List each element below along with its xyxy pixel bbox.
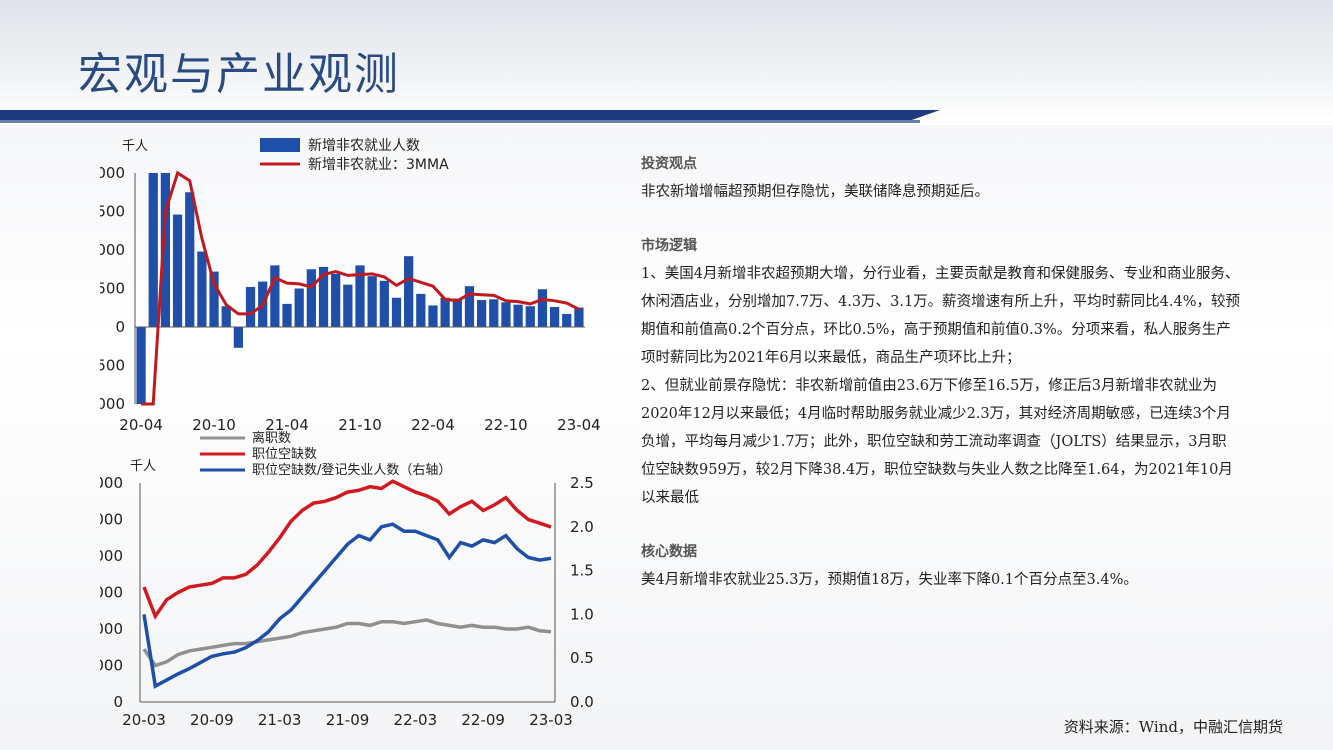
bar [367, 276, 377, 327]
view-text: 非农新增增幅超预期但存隐忧，美联储降息预期延后。 [641, 184, 989, 200]
bar [136, 327, 146, 404]
y-tick-label: 2000 [100, 164, 125, 182]
y-tick-label: 0 [115, 318, 125, 336]
bar [428, 305, 438, 327]
y2-tick-label: 0.5 [570, 649, 594, 667]
x-tick-label: 21-03 [258, 711, 302, 729]
bar [452, 298, 462, 327]
bar [197, 251, 207, 327]
x-tick-label: 21-10 [338, 416, 382, 434]
bar [537, 289, 548, 327]
section-heading-core-data: 核心数据 [641, 544, 697, 560]
bar [513, 304, 523, 327]
y-unit-label: 千人 [130, 459, 156, 474]
bar [221, 306, 231, 327]
legend-ratio-label: 职位空缺数/登记失业人数（右轴） [252, 463, 451, 478]
bar [306, 269, 316, 327]
x-tick-label: 22-04 [411, 416, 455, 434]
y-tick-label: 500 [100, 280, 125, 298]
y-tick-label: 0 [113, 693, 123, 711]
y2-tick-label: 2.0 [570, 518, 594, 536]
bar [185, 192, 195, 327]
y-tick-label: 2000 [100, 657, 123, 675]
x-tick-label: 20-10 [192, 416, 236, 434]
bar [416, 293, 426, 327]
x-tick-label: 22-10 [484, 416, 528, 434]
y2-tick-label: 2.5 [570, 474, 594, 492]
y2-tick-label: 0.0 [570, 693, 594, 711]
series-line-openings [142, 479, 552, 620]
bar [379, 280, 389, 327]
bar [391, 297, 402, 327]
logic-text-1: 1、美国4月新增非农超预期大增，分行业看，主要贡献是教育和保健服务、专业和商业服… [641, 266, 1241, 366]
header-rule-thin [0, 120, 920, 123]
bar [148, 173, 158, 327]
legend-label-bar: 新增非农就业人数 [308, 138, 420, 154]
y-tick-label: 12000 [100, 474, 123, 492]
section-heading-view: 投资观点 [641, 156, 697, 172]
bar [464, 286, 475, 327]
x-tick-label: 20-04 [119, 416, 163, 434]
bar [525, 306, 535, 327]
y-tick-label: 6000 [100, 584, 123, 602]
bar [209, 271, 219, 327]
header-band [0, 0, 1333, 125]
page-title: 宏观与产业观测 [78, 49, 400, 100]
y-tick-label: -1000 [100, 395, 125, 413]
source-note: 资料来源：Wind，中融汇信期货 [1063, 718, 1283, 736]
bar [233, 327, 243, 348]
bar [318, 266, 329, 327]
bar [331, 273, 341, 327]
legend-quits-label: 离职数 [252, 430, 291, 446]
bar [440, 297, 450, 327]
y-tick-label: 1000 [100, 241, 125, 259]
header-rule [0, 110, 940, 120]
logic-text-2: 2、但就业前景存隐忧：非农新增前值由23.6万下修至16.5万，修正后3月新增非… [641, 378, 1233, 506]
legend-label-line: 新增非农就业：3MMA [308, 157, 449, 173]
bar [501, 302, 511, 327]
x-tick-label: 20-09 [190, 711, 234, 729]
y-unit-label: 千人 [122, 139, 148, 154]
y-tick-label: 1500 [100, 203, 125, 221]
series-line-3mma [141, 170, 580, 406]
legend-swatch-bar [260, 138, 300, 152]
y-tick-label: 10000 [100, 511, 123, 529]
y-tick-label: -500 [100, 357, 125, 375]
bar [549, 306, 560, 327]
x-tick-label: 21-04 [265, 416, 309, 434]
y2-tick-label: 1.5 [570, 562, 594, 580]
y-tick-label: 4000 [100, 620, 123, 638]
core-data-text: 美4月新增非农就业25.3万，预期值18万，失业率下降0.1个百分点至3.4%。 [641, 572, 1138, 588]
jolts-chart: 千人 12000 10000 8000 6000 4000 2000 0 2.5 2.0 1.5 1.… [100, 430, 594, 729]
x-tick-label: 22-03 [394, 711, 438, 729]
commentary-panel: 投资观点 非农新增增幅超预期但存隐忧，美联储降息预期延后。 市场逻辑 1、美国4… [641, 150, 1241, 594]
legend-openings-label: 职位空缺数 [252, 447, 317, 462]
bar [574, 307, 584, 327]
x-tick-label: 23-04 [557, 416, 601, 434]
x-tick-label: 20-03 [122, 711, 166, 729]
section-heading-logic: 市场逻辑 [641, 238, 697, 254]
series-line-ratio [142, 522, 552, 689]
bar [172, 214, 183, 327]
y2-tick-label: 1.0 [570, 605, 594, 623]
bar [160, 173, 171, 327]
bar [343, 284, 353, 327]
bar [245, 286, 256, 327]
bar [489, 299, 499, 327]
bar [294, 288, 304, 327]
x-tick-label: 21-09 [326, 711, 370, 729]
x-tick-label: 23-03 [529, 711, 573, 729]
bar [404, 256, 414, 327]
nonfarm-payrolls-chart: 千人 2000 1500 1000 500 0 -500 -1000 20-04 20-10 21-… [100, 138, 601, 434]
bar [562, 313, 572, 327]
bar [282, 303, 292, 327]
y-tick-label: 8000 [100, 547, 123, 565]
series-line-quits [142, 618, 552, 668]
x-tick-label: 22-09 [461, 711, 505, 729]
bar [270, 265, 280, 327]
bar [355, 265, 365, 327]
bar [477, 300, 487, 327]
